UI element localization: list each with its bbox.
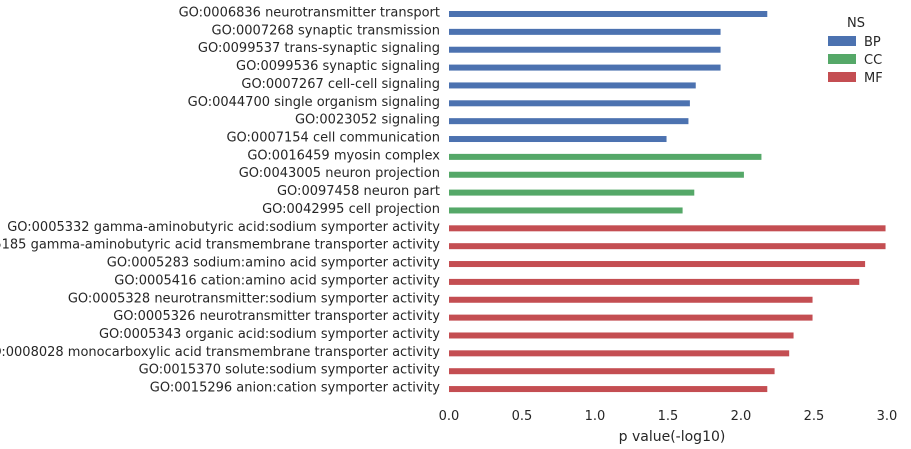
bar-mf <box>449 225 886 232</box>
category-label: GO:0005283 sodium:amino acid symporter a… <box>107 256 441 271</box>
bar-mf <box>449 368 775 375</box>
x-axis-label: p value(-log10) <box>619 429 726 445</box>
bar-cc <box>449 153 762 160</box>
legend-entries: BP CC MF <box>828 35 883 86</box>
category-label: GO:0005343 organic acid:sodium symporter… <box>99 327 440 342</box>
x-tick-label: 0.5 <box>512 409 533 424</box>
category-label: GO:0015296 anion:cation symporter activi… <box>150 381 441 396</box>
x-tick-label: 0.0 <box>439 409 460 424</box>
category-label: GO:0005416 cation:amino acid symporter a… <box>114 273 440 288</box>
x-tick-label: 1.0 <box>585 409 606 424</box>
category-label: GO:0097458 neuron part <box>277 184 440 199</box>
bar-mf <box>449 350 790 357</box>
bars-layer <box>449 11 886 393</box>
bar-mf <box>449 278 860 285</box>
x-tick-label: 1.5 <box>658 409 679 424</box>
x-tick-label: 2.5 <box>804 409 825 424</box>
x-tick-label: 3.0 <box>877 409 898 424</box>
bar-mf <box>449 296 813 303</box>
x-axis-ticks: 0.0 0.5 1.0 1.5 2.0 2.5 3.0 <box>439 409 898 424</box>
bar-bp <box>449 11 768 17</box>
legend: NS BP CC MF <box>828 16 883 86</box>
bar-mf <box>449 332 794 339</box>
bar-cc <box>449 207 683 214</box>
category-label: GO:0099537 trans-synaptic signaling <box>198 41 440 56</box>
bar-bp <box>449 118 689 125</box>
x-tick-label: 2.0 <box>731 409 752 424</box>
legend-swatch-bp <box>828 36 856 46</box>
legend-label-bp: BP <box>864 35 881 50</box>
bar-cc <box>449 189 695 196</box>
category-label: GO:0008028 monocarboxylic acid transmemb… <box>0 345 440 360</box>
bar-mf <box>449 314 813 321</box>
bar-bp <box>449 82 696 89</box>
bar-bp <box>449 100 690 107</box>
category-label: GO:0007268 synaptic transmission <box>212 23 440 38</box>
legend-label-cc: CC <box>864 53 882 68</box>
category-label: GO:0015370 solute:sodium symporter activ… <box>139 363 441 378</box>
category-label: GO:0044700 single organism signaling <box>188 95 440 110</box>
category-label: GO:0015185 gamma-aminobutyric acid trans… <box>0 238 440 253</box>
bar-mf <box>449 243 886 250</box>
category-labels: GO:0006836 neurotransmitter transport GO:… <box>0 6 440 396</box>
bar-mf <box>449 386 768 393</box>
legend-swatch-mf <box>828 72 856 82</box>
bar-bp <box>449 64 721 71</box>
legend-label-mf: MF <box>864 71 883 86</box>
category-label: GO:0042995 cell projection <box>262 202 440 217</box>
bar-mf <box>449 261 866 268</box>
bar-cc <box>449 171 744 178</box>
bar-bp <box>449 46 721 53</box>
category-label: GO:0005332 gamma-aminobutyric acid:sodiu… <box>7 220 440 235</box>
legend-swatch-cc <box>828 54 856 64</box>
legend-title: NS <box>847 16 865 31</box>
bar-bp <box>449 136 667 143</box>
category-label: GO:0005326 neurotransmitter transporter … <box>113 309 440 324</box>
category-label: GO:0043005 neuron projection <box>239 166 440 181</box>
category-label: GO:0007267 cell-cell signaling <box>241 77 440 92</box>
bar-bp <box>449 28 721 35</box>
category-label: GO:0005328 neurotransmitter:sodium sympo… <box>68 291 440 306</box>
category-label: GO:0007154 cell communication <box>226 131 440 146</box>
category-label: GO:0016459 myosin complex <box>247 148 440 163</box>
category-label: GO:0099536 synaptic signaling <box>236 59 440 74</box>
category-label: GO:0023052 signaling <box>295 113 440 128</box>
category-label: GO:0006836 neurotransmitter transport <box>179 6 440 21</box>
